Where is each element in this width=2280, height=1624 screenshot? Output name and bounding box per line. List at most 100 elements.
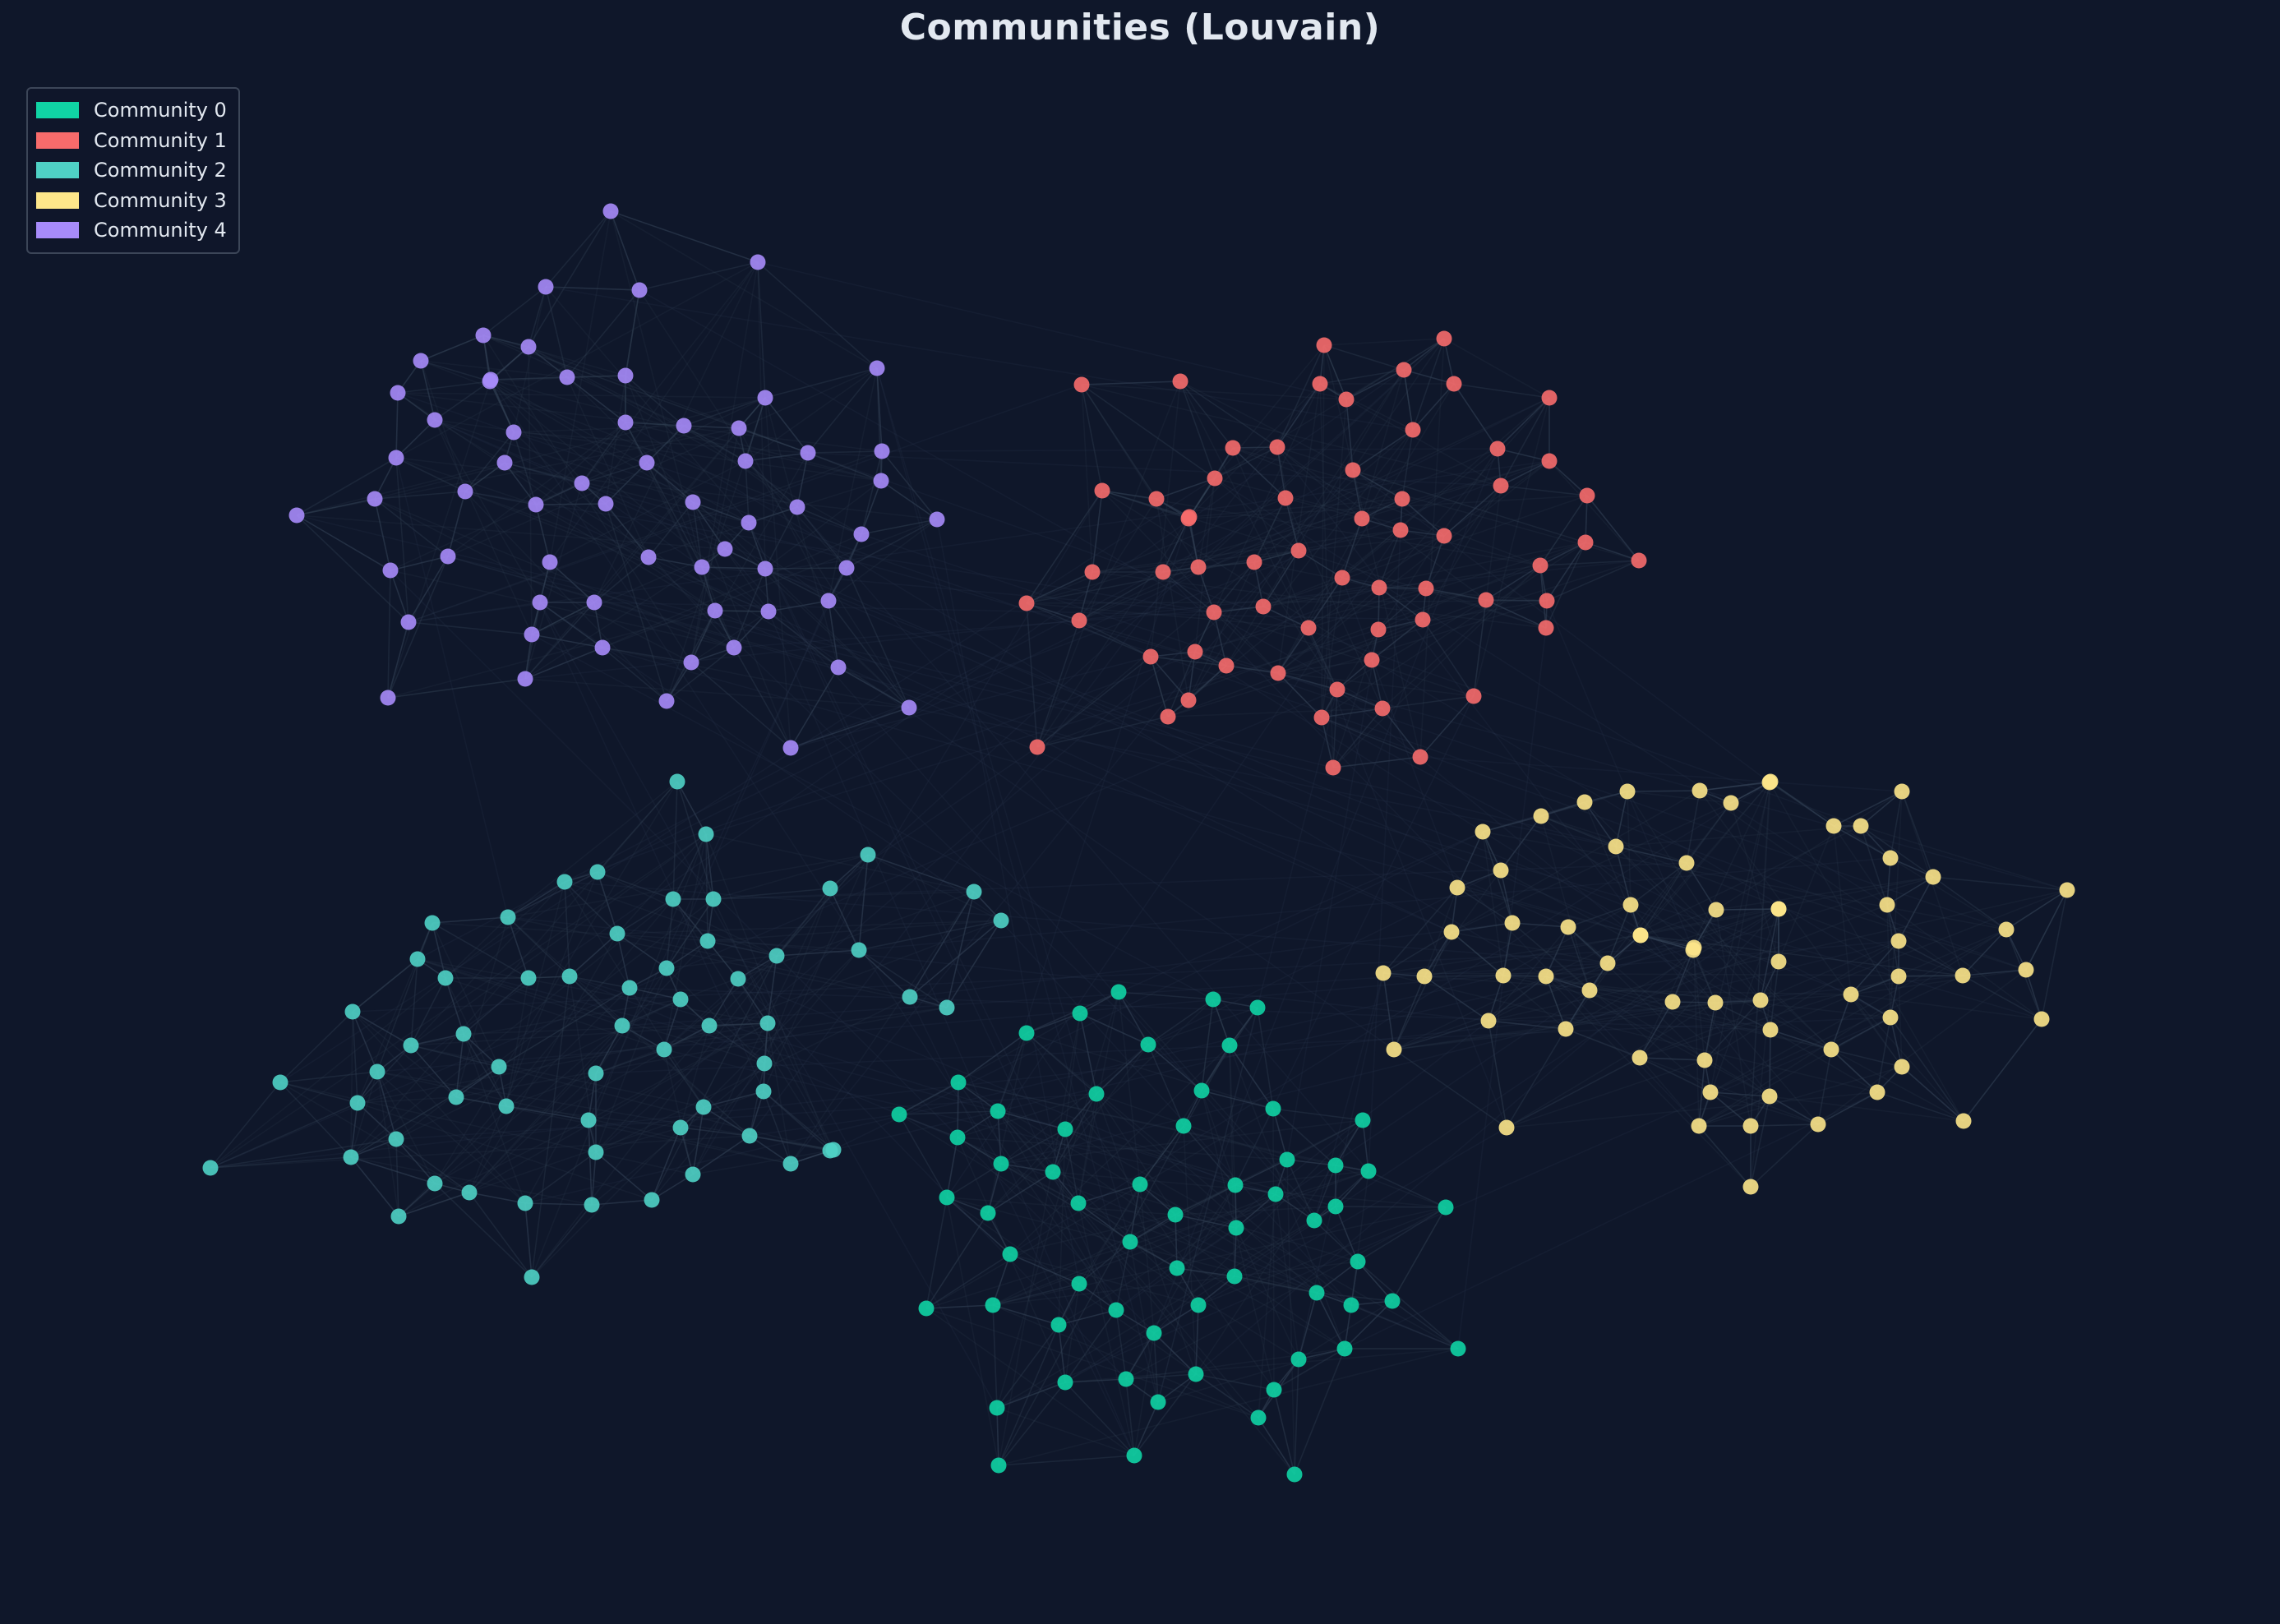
graph-edge — [468, 1073, 597, 1193]
graph-node-community-3 — [1761, 1088, 1778, 1105]
legend-label: Community 3 — [94, 188, 227, 212]
graph-node-community-3 — [1890, 968, 1907, 985]
graph-edge — [796, 506, 1369, 1172]
graph-edge — [1064, 1013, 1081, 1130]
graph-edge — [692, 501, 750, 524]
graph-edge — [432, 916, 509, 924]
graph-node-community-3 — [1691, 1118, 1707, 1134]
graph-edge — [1036, 381, 1181, 748]
graph-node-community-2 — [461, 1184, 478, 1201]
graph-node-community-2 — [756, 1055, 773, 1072]
graph-edge — [528, 346, 568, 378]
graph-edge — [1344, 1300, 1393, 1349]
graph-edge — [489, 381, 769, 612]
graph-edge — [987, 999, 1214, 1214]
graph-edge — [663, 338, 1445, 1050]
graph-edge — [408, 460, 1550, 623]
graph-edge — [651, 955, 778, 1201]
graph-edge — [489, 381, 515, 433]
graph-node-community-0 — [1327, 1157, 1344, 1174]
graph-node-community-4 — [760, 603, 777, 620]
graph-edge — [1272, 1108, 1288, 1160]
graph-edge — [707, 920, 1002, 942]
graph-edge — [996, 1382, 1066, 1409]
graph-edge — [545, 286, 568, 378]
graph-edge — [1500, 870, 1513, 924]
graph-edge — [279, 1082, 694, 1175]
graph-node-community-1 — [1029, 739, 1045, 755]
graph-edge — [1497, 448, 1550, 462]
graph-node-community-0 — [1360, 1163, 1377, 1179]
graph-node-community-2 — [427, 1175, 443, 1192]
graph-edge — [1188, 369, 1405, 701]
graph-edge — [279, 1071, 378, 1083]
graph-edge — [1693, 947, 1700, 1127]
graph-edge — [1393, 1002, 1716, 1050]
graph-edge — [350, 987, 630, 1158]
graph-edge — [648, 556, 703, 568]
graph-edge — [591, 1151, 597, 1206]
graph-edge — [1195, 1304, 1199, 1375]
graph-edge — [1319, 383, 1414, 431]
graph-edge — [464, 462, 505, 492]
graph-edge — [908, 707, 1617, 847]
graph-edge — [352, 947, 1695, 1013]
graph-edge — [1235, 1227, 1299, 1360]
graph-node-community-1 — [1577, 534, 1594, 551]
graph-edge — [616, 833, 707, 934]
graph-edge — [1198, 566, 1215, 613]
graph-edge — [1502, 922, 1513, 976]
graph-edge — [1332, 708, 1383, 768]
graph-edge — [1133, 1401, 1159, 1456]
graph-edge — [1898, 876, 1934, 942]
graph-node-community-3 — [1707, 994, 1724, 1011]
graph-edge — [666, 898, 674, 969]
graph-edge — [996, 1206, 1336, 1409]
graph-edge — [1336, 689, 1716, 1003]
graph-node-community-1 — [1246, 554, 1262, 570]
graph-edge — [666, 898, 714, 969]
graph-node-community-0 — [1267, 1186, 1284, 1202]
graph-edge — [387, 678, 526, 699]
graph-edge — [1294, 1359, 1299, 1475]
graph-edge — [1096, 1093, 1288, 1160]
graph-edge — [434, 419, 541, 603]
graph-node-community-3 — [1770, 901, 1787, 917]
graph-edge — [1750, 1123, 1819, 1127]
graph-edge — [505, 1105, 750, 1137]
graph-edge — [1213, 611, 1227, 667]
graph-node-community-1 — [1436, 528, 1452, 544]
graph-node-community-1 — [1354, 510, 1370, 527]
graph-edge — [357, 958, 418, 1104]
graph-edge — [1506, 1002, 1716, 1128]
graph-node-community-0 — [1228, 1220, 1244, 1236]
graph-edge — [1640, 862, 1687, 936]
graph-edge — [925, 1253, 1011, 1309]
graph-edge — [1424, 976, 1489, 1022]
graph-edge — [605, 503, 649, 558]
graph-edge — [625, 422, 882, 482]
graph-edge — [1699, 790, 1964, 976]
graph-edge — [1118, 991, 1149, 1045]
graph-edge — [909, 920, 1002, 998]
graph-node-community-4 — [586, 594, 602, 611]
graph-edge — [625, 422, 685, 427]
graph-node-community-2 — [437, 970, 454, 986]
graph-edge — [861, 519, 938, 535]
graph-edge — [374, 498, 449, 557]
graph-edge — [1640, 934, 1779, 962]
graph-edge — [957, 1093, 1097, 1138]
graph-edge — [455, 1033, 464, 1098]
graph-edge — [581, 261, 759, 484]
graph-edge — [1214, 478, 1445, 537]
graph-edge — [588, 1022, 768, 1121]
graph-edge — [1313, 1165, 1336, 1221]
graph-edge — [1403, 338, 1445, 371]
graph-edge — [1485, 599, 1548, 602]
graph-edge — [350, 1156, 399, 1217]
graph-edge — [1412, 338, 1445, 431]
graph-edge — [692, 1135, 750, 1175]
graph-edge — [763, 1091, 831, 1151]
graph-edge — [663, 1049, 694, 1175]
